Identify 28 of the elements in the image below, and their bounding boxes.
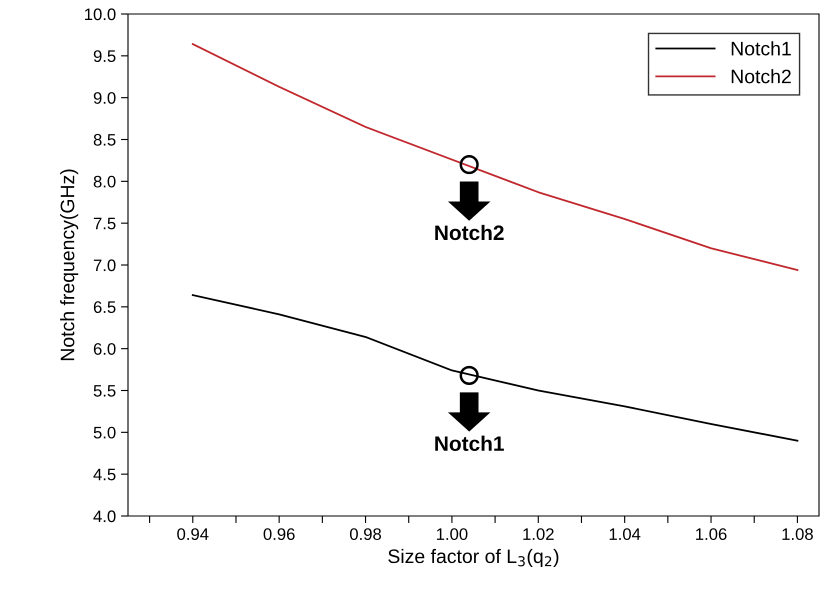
x-tick-label: 1.00	[436, 528, 468, 540]
y-tick-label: 6.5	[94, 301, 116, 314]
x-tick-label: 1.08	[782, 528, 813, 540]
y-tick-label: 5.0	[94, 426, 116, 439]
x-tick-label: 0.94	[177, 528, 209, 540]
x-tick-label: 1.06	[696, 528, 727, 540]
y-tick-label: 5.5	[94, 385, 116, 397]
line-series	[192, 43, 798, 271]
annotation: Notch2	[435, 224, 504, 240]
y-tick-label: 9.5	[94, 50, 116, 62]
legend-label: Notch1	[732, 41, 791, 56]
x-tick-label: 1.02	[523, 528, 554, 540]
legend-label: Notch2	[732, 69, 791, 84]
y-tick-label: 10.0	[85, 8, 116, 20]
y-axis-title: Notch frequency(GHz)	[60, 169, 78, 360]
y-tick-label: 8.0	[94, 176, 116, 188]
y-tick-label: 8.5	[94, 134, 116, 146]
x-tick-label: 1.04	[610, 528, 640, 540]
x-tick-label: 0.98	[350, 528, 382, 540]
y-tick-label: 7.0	[94, 259, 116, 272]
y-tick-label: 4.5	[93, 468, 116, 480]
y-tick-label: 9.0	[94, 92, 116, 104]
x-axis-title: Size factor of L$_{3}$(q$_{2}$)	[388, 548, 558, 568]
y-tick-label: 7.5	[94, 218, 116, 230]
annotation: Notch1	[435, 436, 504, 451]
y-tick-label: 4.0	[93, 510, 116, 522]
y-tick-label: 6.0	[94, 343, 116, 355]
x-tick-label: 0.96	[264, 528, 295, 540]
